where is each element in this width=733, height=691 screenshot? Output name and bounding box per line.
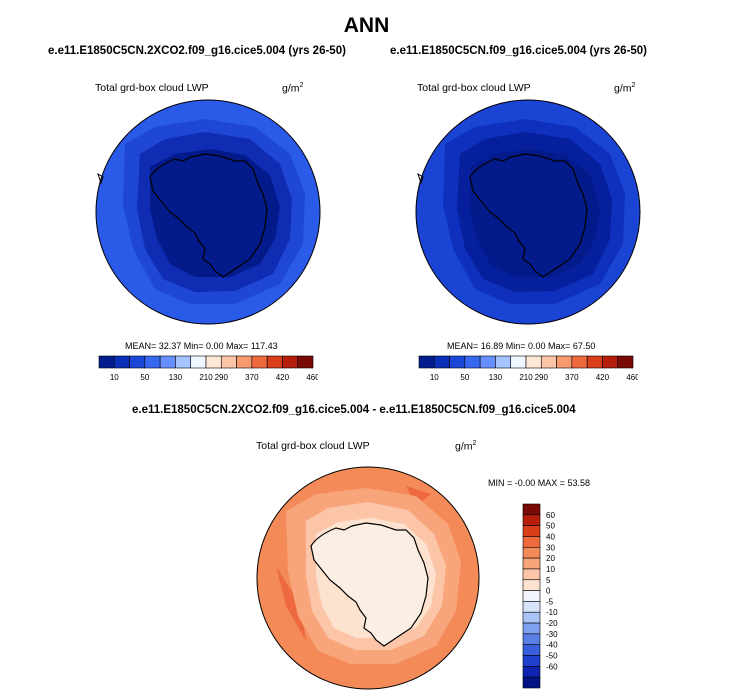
panel1-colorbar-swatch <box>297 355 314 369</box>
panel2-colorbar-swatch <box>479 355 496 369</box>
panel2-colorbar-swatch <box>525 355 542 369</box>
diff-colorbar-swatch <box>522 655 541 667</box>
panel1-colorbar-swatch <box>236 355 253 369</box>
panel1-colorbar-tick-label: 50 <box>140 373 149 382</box>
diff-colorbar-tick-label: 10 <box>546 565 555 574</box>
diff-case-title: e.e11.E1850C5CN.2XCO2.f09_g16.cice5.004 … <box>132 404 576 416</box>
diff-stats: MIN = -0.00 MAX = 53.58 <box>488 478 591 488</box>
diff-colorbar-tick-label: 5 <box>546 576 551 585</box>
diff-colorbar-tick-label: -60 <box>546 662 558 671</box>
panel2-colorbar-tick-label: 460 <box>626 373 638 382</box>
diff-colorbar-swatch <box>522 633 541 646</box>
diff-colorbar-swatch <box>522 622 541 635</box>
panel1-antarctica-coast <box>149 153 268 278</box>
diff-colorbar-swatch <box>522 666 541 678</box>
diff-colorbar-swatch <box>522 676 541 689</box>
diff-colorbar-tick-label: 60 <box>546 511 555 520</box>
panel1-colorbar-tick-label: 130 <box>169 373 183 382</box>
diff-colorbar-tick-label: 20 <box>546 554 555 563</box>
panel2-colorbar-swatch <box>464 355 481 369</box>
panel1-colorbar-tick-label: 420 <box>276 373 290 382</box>
panel2-stats: MEAN= 16.89 Min= 0.00 Max= 67.50 <box>447 341 596 351</box>
panel1-units: g/m2 <box>282 82 304 95</box>
diff-colorbar-tick-label: -50 <box>546 652 558 661</box>
panel1-case-title: e.e11.E1850C5CN.2XCO2.f09_g16.cice5.004 … <box>48 45 346 57</box>
panel1-colorbar-tick-label: 370 <box>245 373 259 382</box>
panel2-colorbar-swatch <box>617 355 634 369</box>
panel2-case-title: e.e11.E1850C5CN.f09_g16.cice5.004 (yrs 2… <box>390 45 648 57</box>
panel1-colorbar-tick-label: 210 <box>199 373 213 382</box>
panel2-polar-map <box>415 99 641 325</box>
panel1-colorbar-swatch <box>159 355 176 369</box>
panel2-colorbar-swatch <box>495 355 512 369</box>
panel1-colorbar-tick-label: 290 <box>215 373 229 382</box>
diff-units: g/m2 <box>455 440 477 453</box>
panel2-colorbar-tick-label: 370 <box>565 373 579 382</box>
diff-colorbar-swatch <box>522 514 541 526</box>
panel2-colorbar-tick-label: 290 <box>535 373 549 382</box>
panel2-colorbar-swatch <box>556 355 573 369</box>
panel1-variable-label: Total grd-box cloud LWP <box>95 82 209 94</box>
diff-colorbar-swatch <box>522 644 541 656</box>
panel2-colorbar-swatch <box>510 355 527 369</box>
diff-colorbar-swatch <box>522 536 541 548</box>
panel2-colorbar-swatch <box>586 355 603 369</box>
panel1-colorbar-swatch <box>220 355 237 369</box>
panel1-colorbar-swatch <box>190 355 207 369</box>
diff-colorbar-tick-label: 30 <box>546 543 555 552</box>
diff-colorbar-tick-label: 40 <box>546 532 555 541</box>
panel1-colorbar-swatch <box>251 355 268 369</box>
panel2-antarctica-coast <box>469 153 588 278</box>
panel2-colorbar-tick-label: 420 <box>596 373 610 382</box>
diff-colorbar-swatch <box>522 568 541 581</box>
diff-colorbar-tick-label: -30 <box>546 630 558 639</box>
diff-colorbar-tick-label: 50 <box>546 522 555 531</box>
panel1-colorbar-tick-label: 10 <box>110 373 119 382</box>
panel1-colorbar-tick-label: 460 <box>306 373 318 382</box>
panel2-colorbar-tick-label: 10 <box>430 373 439 382</box>
panel1-colorbar: 10 50 130 210 290 370 420 460 <box>98 355 318 382</box>
diff-colorbar-tick-label: -5 <box>546 597 554 606</box>
diff-colorbar-tick-label: -40 <box>546 641 558 650</box>
panel2-colorbar-swatch <box>540 355 557 369</box>
panel2-variable-label: Total grd-box cloud LWP <box>417 82 531 94</box>
diff-polar-map <box>256 466 480 690</box>
panel2-colorbar-tick-label: 130 <box>489 373 503 382</box>
diff-variable-label: Total grd-box cloud LWP <box>256 440 370 452</box>
panel1-colorbar-swatch <box>266 355 283 369</box>
panel2-colorbar: 10 50 130 210 290 370 420 460 <box>418 355 638 382</box>
diff-colorbar-tick-label: 0 <box>546 587 551 596</box>
panel1-colorbar-swatch <box>113 355 130 369</box>
diff-colorbar-swatch <box>522 601 541 613</box>
diff-colorbar-swatch <box>522 611 541 624</box>
panel2-colorbar-tick-label: 210 <box>519 373 533 382</box>
panel2-colorbar-swatch <box>571 355 588 369</box>
main-title: ANN <box>343 14 390 37</box>
diff-colorbar-swatch <box>522 579 541 591</box>
diff-colorbar-tick-label: -10 <box>546 608 558 617</box>
panel1-colorbar-swatch <box>282 355 299 369</box>
diff-colorbar-swatch <box>522 557 541 570</box>
panel2-units: g/m2 <box>614 82 636 95</box>
panel1-colorbar-swatch <box>98 355 115 369</box>
panel2-colorbar-swatch <box>418 355 435 369</box>
diff-colorbar-swatch <box>522 525 541 537</box>
panel1-colorbar-swatch <box>175 355 192 369</box>
panel2-colorbar-swatch <box>449 355 466 369</box>
diff-colorbar-swatch <box>522 503 541 516</box>
diff-antarctica-coast <box>310 522 429 647</box>
panel2-colorbar-swatch <box>602 355 619 369</box>
diff-colorbar-swatch <box>522 590 541 602</box>
panel2-colorbar-swatch <box>433 355 450 369</box>
panel1-polar-map <box>95 99 321 325</box>
panel1-colorbar-swatch <box>129 355 146 369</box>
panel1-stats: MEAN= 32.37 Min= 0.00 Max= 117.43 <box>125 341 278 351</box>
panel1-colorbar-swatch <box>144 355 161 369</box>
panel1-colorbar-swatch <box>205 355 222 369</box>
panel2-colorbar-tick-label: 50 <box>460 373 469 382</box>
diff-colorbar-tick-label: -20 <box>546 619 558 628</box>
diff-colorbar-swatch <box>522 546 541 559</box>
